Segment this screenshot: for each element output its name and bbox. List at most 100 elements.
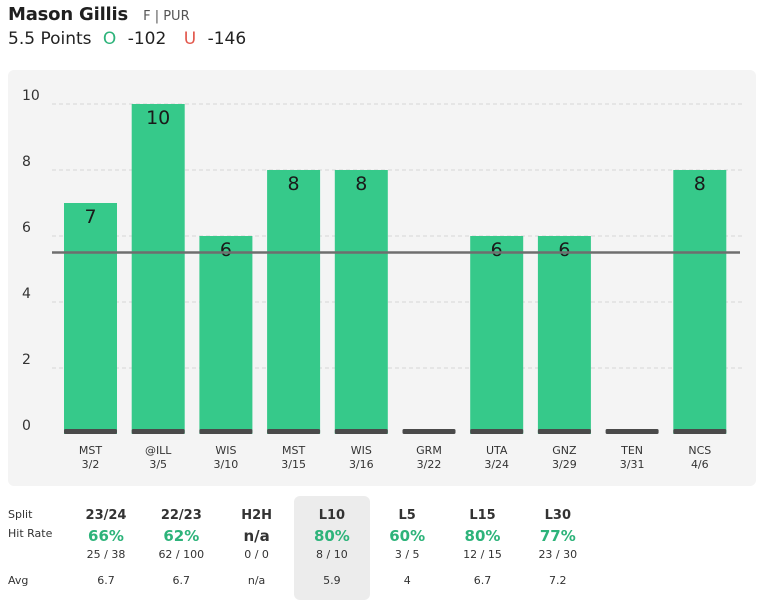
bar-base (199, 429, 253, 434)
hit-rate-fraction: 23 / 30 (538, 548, 578, 561)
bar (64, 203, 117, 434)
x-tick-date: 3/16 (349, 458, 374, 471)
x-tick-opponent: WIS (215, 444, 236, 457)
prop-line-row: 5.5 Points O -102 U -146 (8, 29, 258, 49)
split-column-l5[interactable]: L5 60% 3 / 5 4 (369, 496, 445, 600)
hit-rate-fraction: 12 / 15 (463, 548, 502, 561)
bar-base (402, 429, 456, 434)
hit-rate-percent: 66% (88, 527, 124, 545)
x-tick-date: 3/15 (281, 458, 306, 471)
x-tick-date: 3/29 (552, 458, 577, 471)
bar-value-label: 6 (558, 239, 570, 261)
split-column-l15[interactable]: L15 80% 12 / 15 6.7 (445, 496, 521, 600)
average-value: 6.7 (172, 574, 191, 587)
over-odds[interactable]: O -102 (103, 29, 172, 49)
bar (673, 170, 727, 434)
bar-base (605, 429, 659, 434)
x-tick-date: 3/22 (417, 458, 442, 471)
under-odds-value: -146 (207, 29, 247, 49)
hit-rate-label: Hit Rate (8, 527, 53, 540)
hit-rate-fraction: 8 / 10 (316, 548, 348, 561)
average-value: 5.9 (323, 574, 341, 587)
bar (267, 170, 321, 434)
bar-base (470, 429, 524, 434)
average-value: 7.2 (549, 574, 567, 587)
bar-value-label: 8 (355, 173, 367, 195)
split-header: 23/24 (85, 508, 127, 523)
bar-value-label: 7 (84, 206, 96, 228)
bar-base (64, 429, 117, 434)
hit-rate-fraction: 3 / 5 (394, 548, 420, 561)
bar-value-label: 6 (491, 239, 503, 261)
x-tick-opponent: WIS (351, 444, 372, 457)
average-value: n/a (247, 574, 266, 587)
bar-value-label: 10 (146, 107, 170, 129)
x-tick-date: 3/10 (214, 458, 239, 471)
game-log-chart: 0 2 4 6 8 10 7 MST 3/2 10 @ILL 3/5 6 WIS 3/10 8 MST 3/15 8… (8, 70, 756, 486)
x-tick-date: 3/24 (484, 458, 509, 471)
hit-rate-percent: 60% (389, 527, 426, 545)
bar-base (673, 429, 727, 434)
x-tick-date: 4/6 (691, 458, 709, 471)
player-header: Mason Gillis F | PUR 5.5 Points O -102 U… (8, 4, 258, 49)
y-tick-label: 0 (22, 418, 31, 434)
bar-base (267, 429, 321, 434)
x-tick-opponent: MST (282, 444, 305, 457)
hit-rate-percent: 80% (464, 527, 501, 545)
split-column-2324[interactable]: 23/24 66% 25 / 38 6.7 (68, 496, 144, 600)
split-header: 22/23 (160, 508, 202, 523)
split-column-l30[interactable]: L30 77% 23 / 30 7.2 (520, 496, 596, 600)
bar (199, 236, 253, 434)
x-tick-date: 3/31 (620, 458, 645, 471)
avg-label: Avg (8, 574, 29, 587)
x-tick-date: 3/5 (149, 458, 167, 471)
bar (470, 236, 524, 434)
y-tick-label: 10 (22, 88, 40, 104)
x-tick-opponent: TEN (620, 444, 643, 457)
x-tick-opponent: UTA (486, 444, 508, 457)
hit-rate-percent: 77% (539, 527, 576, 545)
bar-value-label: 8 (288, 173, 300, 195)
hit-rate-percent: 80% (313, 527, 350, 545)
average-value: 6.7 (473, 574, 492, 587)
hit-rate-fraction: 0 / 0 (244, 548, 269, 561)
over-odds-value: -102 (127, 29, 167, 49)
split-column-h2h[interactable]: H2H n/a 0 / 0 n/a (219, 496, 295, 600)
under-icon: U (183, 29, 197, 49)
prop-line: 5.5 Points (8, 29, 92, 49)
split-column-2223[interactable]: 22/23 62% 62 / 100 6.7 (143, 496, 219, 600)
bar-base (131, 429, 185, 434)
x-tick-opponent: NCS (688, 444, 711, 457)
average-value: 4 (403, 574, 411, 587)
player-name: Mason Gillis (8, 4, 128, 25)
over-icon: O (102, 29, 117, 49)
bar (334, 170, 388, 434)
x-tick-date: 3/2 (82, 458, 100, 471)
split-label: Split (8, 508, 33, 521)
player-team: F | PUR (143, 9, 190, 24)
bar-base (537, 429, 591, 434)
hit-rate-percent: n/a (243, 527, 270, 545)
y-tick-label: 6 (22, 220, 31, 236)
hit-rate-percent: 62% (163, 527, 200, 545)
split-header: L15 (469, 508, 496, 523)
y-tick-label: 4 (22, 286, 31, 302)
hit-rate-fraction: 62 / 100 (158, 548, 205, 561)
hit-rate-fraction: 25 / 38 (86, 548, 126, 561)
x-tick-opponent: @ILL (145, 444, 172, 457)
split-column-l10[interactable]: L10 80% 8 / 10 5.9 (293, 496, 370, 600)
y-tick-label: 2 (22, 352, 31, 368)
bar-value-label: 6 (220, 239, 232, 261)
under-odds[interactable]: U -146 (184, 29, 252, 49)
split-stats: Split Hit Rate Avg 23/24 66% 25 / 38 6.7 22/… (0, 496, 769, 600)
x-tick-opponent: GNZ (552, 444, 577, 457)
split-header: L30 (544, 508, 571, 523)
average-value: 6.7 (97, 574, 115, 587)
x-tick-opponent: GRM (416, 444, 442, 457)
x-tick-opponent: MST (79, 444, 102, 457)
bar (131, 104, 185, 434)
bar (537, 236, 591, 434)
split-header: L10 (318, 508, 346, 523)
bar-base (334, 429, 388, 434)
bar-value-label: 8 (694, 173, 706, 195)
